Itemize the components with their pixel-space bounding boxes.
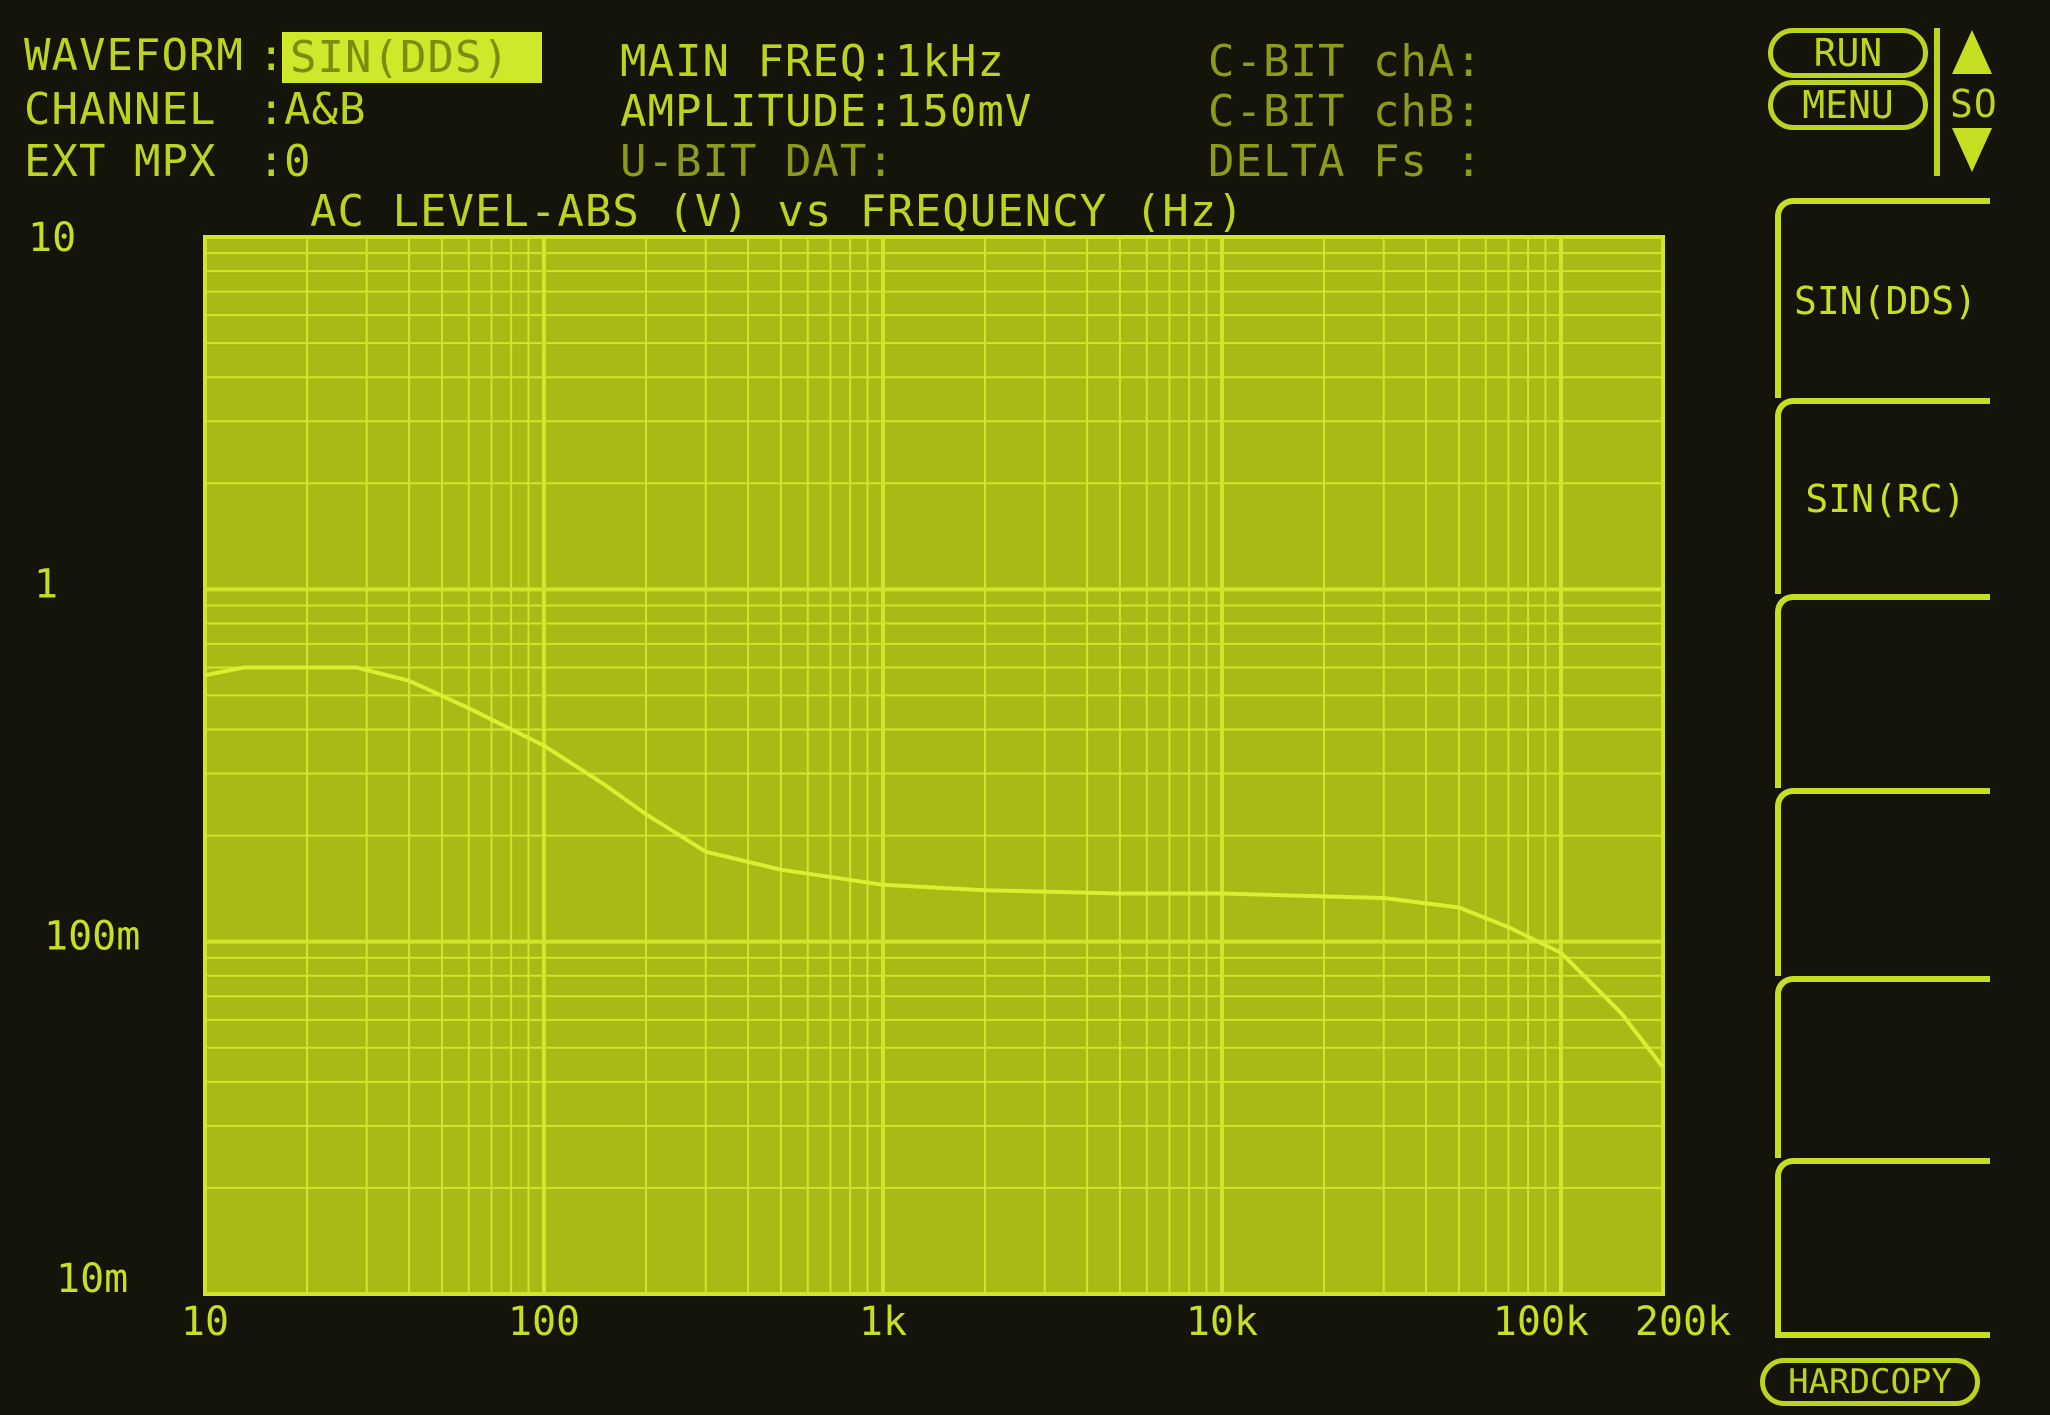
divider [1934, 28, 1940, 176]
channel-colon: : [258, 84, 286, 135]
waveform-label: WAVEFORM [24, 30, 244, 81]
ext-mpx-value: 0 [284, 136, 312, 187]
x-tick-label: 200k [1635, 1299, 1731, 1345]
ext-mpx-colon: : [258, 136, 286, 187]
plot-area [203, 235, 1665, 1296]
channel-value: A&B [284, 84, 367, 135]
down-arrow-icon[interactable] [1952, 128, 1992, 172]
softkey-3[interactable] [1775, 594, 1990, 788]
x-tick-label: 100 [508, 1299, 580, 1345]
ext-mpx-label: EXT MPX [24, 136, 217, 187]
main-freq: MAIN FREQ:1kHz [620, 36, 1005, 87]
softkey-5[interactable] [1775, 976, 1990, 1158]
menu-button[interactable]: MENU [1768, 80, 1928, 130]
softkey-4[interactable] [1775, 788, 1990, 976]
up-arrow-icon[interactable] [1952, 30, 1992, 74]
hardcopy-button[interactable]: HARDCOPY [1760, 1358, 1980, 1406]
chart-title: AC LEVEL-ABS (V) vs FREQUENCY (Hz) [310, 186, 1245, 237]
softkey-2[interactable]: SIN(RC) [1775, 398, 1990, 594]
y-tick-label: 10m [56, 1256, 128, 1302]
softkey-6[interactable] [1775, 1158, 1990, 1338]
waveform-colon: : [258, 30, 286, 81]
x-tick-label: 10k [1186, 1299, 1258, 1345]
c-bit-cha: C-BIT chA: [1208, 36, 1483, 87]
c-bit-chb: C-BIT chB: [1208, 86, 1483, 137]
x-tick-label: 10 [181, 1299, 229, 1345]
softkey-1[interactable]: SIN(DDS) [1775, 198, 1990, 398]
x-tick-label: 100k [1493, 1299, 1589, 1345]
u-bit-dat: U-BIT DAT: [620, 136, 895, 187]
y-tick-label: 10 [28, 215, 76, 261]
amplitude: AMPLITUDE:150mV [620, 86, 1033, 137]
y-tick-label: 100m [44, 914, 140, 960]
channel-label: CHANNEL [24, 84, 217, 135]
delta-fs: DELTA Fs : [1208, 136, 1483, 187]
run-button[interactable]: RUN [1768, 28, 1928, 78]
so-label: SO [1950, 82, 1998, 126]
waveform-value[interactable]: SIN(DDS) [282, 32, 542, 83]
x-tick-label: 1k [859, 1299, 907, 1345]
y-tick-label: 1 [34, 561, 58, 607]
